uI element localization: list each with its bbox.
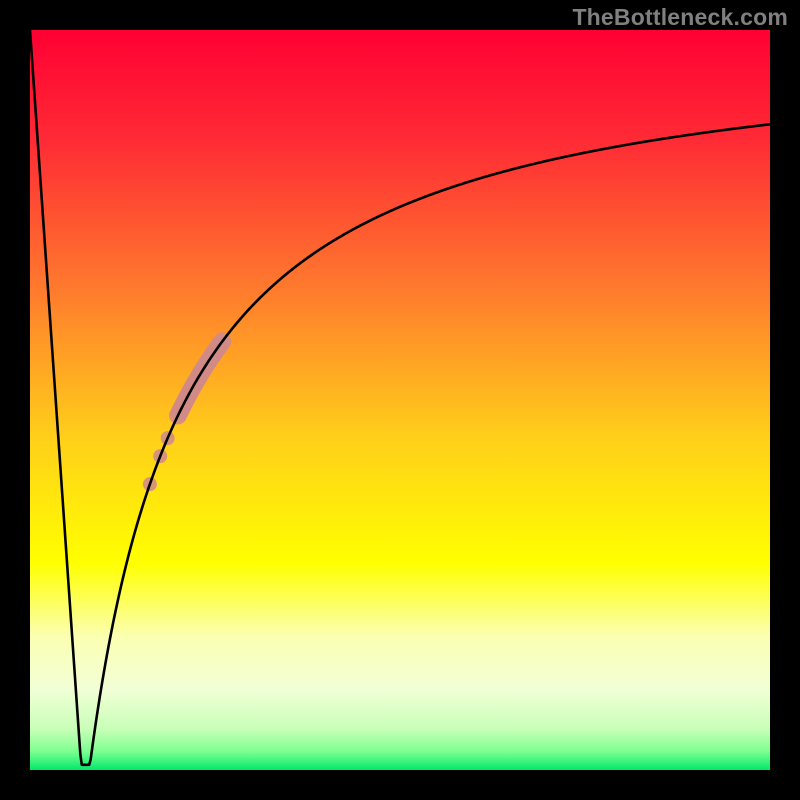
chart-container: TheBottleneck.com [0, 0, 800, 800]
plot-background-gradient [30, 30, 770, 770]
bottleneck-chart-svg [0, 0, 800, 800]
